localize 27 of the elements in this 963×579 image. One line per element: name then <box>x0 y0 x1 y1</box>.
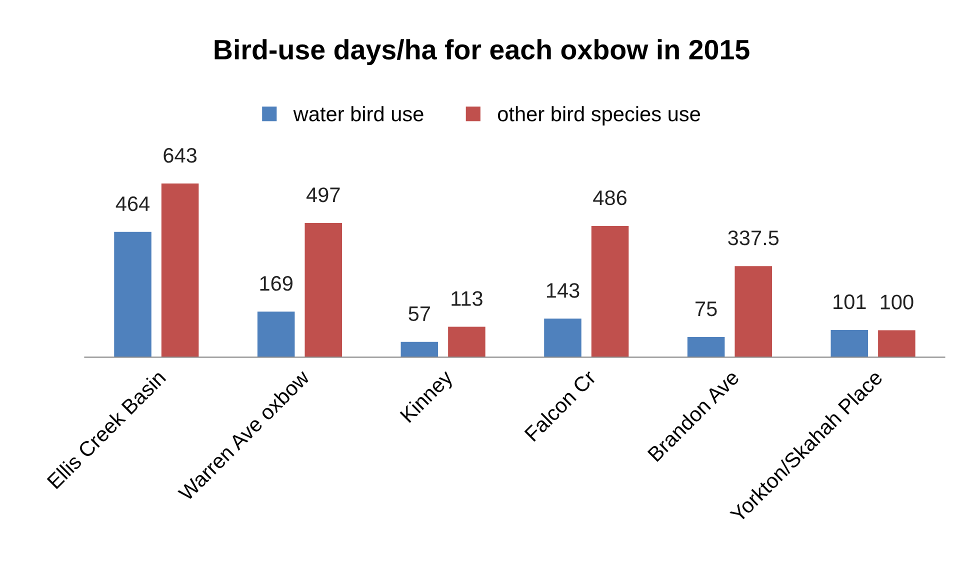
bar <box>448 326 486 358</box>
data-label: 169 <box>260 276 292 291</box>
bar <box>591 226 629 358</box>
data-label: 113 <box>452 291 482 306</box>
chart-title: Bird-use days/ha for each oxbow in 2015 <box>214 39 750 66</box>
bar <box>114 232 152 358</box>
bar <box>544 318 582 358</box>
data-label: 497 <box>306 187 340 202</box>
bar <box>830 330 868 358</box>
data-label: 337.5 <box>728 230 779 246</box>
bar <box>400 342 438 358</box>
data-label: 643 <box>164 148 197 163</box>
data-label: 143 <box>546 283 580 298</box>
data-label: 101 <box>834 294 866 310</box>
bar <box>878 330 916 358</box>
bar <box>734 266 772 358</box>
bar <box>304 222 342 358</box>
bar <box>687 336 725 358</box>
bar <box>257 312 295 358</box>
legend-label: water bird use <box>293 106 424 122</box>
data-label: 464 <box>116 196 150 212</box>
data-label: 75 <box>696 302 717 316</box>
data-label: 100 <box>880 294 914 310</box>
bar <box>161 184 199 358</box>
data-label: 486 <box>593 190 626 206</box>
legend-label: other bird species use <box>498 106 700 126</box>
data-label: 57 <box>408 306 430 322</box>
